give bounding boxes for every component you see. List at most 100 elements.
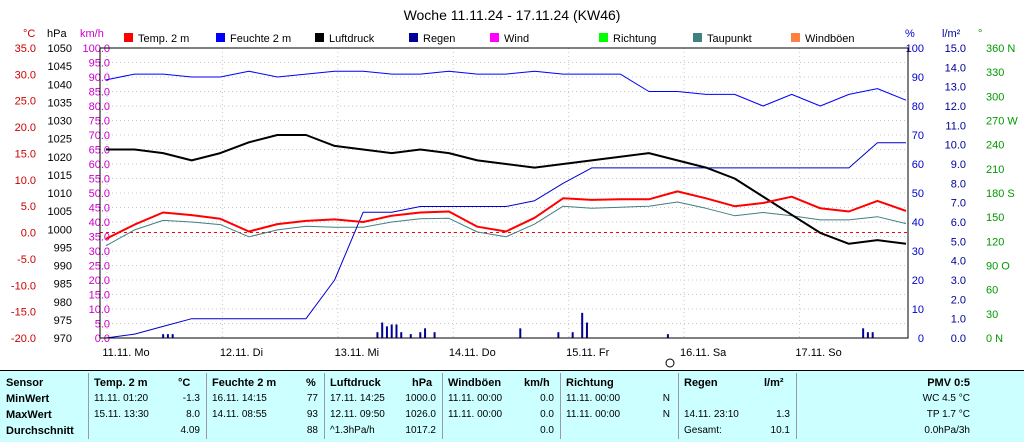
legend-label: Luftdruck <box>329 33 375 45</box>
rain-bar <box>424 328 427 338</box>
divider <box>796 373 797 439</box>
pressure-tick-label: 1035 <box>48 97 72 109</box>
temp-tick-label: 5.0 <box>21 201 36 213</box>
series-line-humidity <box>105 70 907 107</box>
rain-bar <box>162 334 165 338</box>
direction-tick-label: 240 <box>986 140 1004 152</box>
humidity-tick-label: 70 <box>912 130 924 142</box>
rain-bar <box>519 328 522 338</box>
humidity-tick-label: 50 <box>912 188 924 200</box>
direction-tick-label: 30 <box>986 309 998 321</box>
wind-tick-label: 65.0 <box>89 145 110 157</box>
x-axis: 11.11. Mo 12.11. Di 13.11. Mi 14.11. Do 15.1… <box>102 347 841 359</box>
direction-max-value: N <box>662 409 670 420</box>
temp-header: Temp. 2 m <box>94 377 148 389</box>
pressure-tick-label: 1015 <box>48 170 72 182</box>
legend-label: Taupunkt <box>707 33 752 45</box>
x-tick-label: 17.11. So <box>795 347 841 359</box>
pressure-tick-label: 1010 <box>48 188 72 200</box>
divider <box>678 373 679 439</box>
right-axes: 100908070605040302010015.014.013.012.011… <box>906 43 1019 345</box>
series-line-temp <box>105 190 907 240</box>
pressure-tick-label: 995 <box>54 242 72 254</box>
humidity-tick-label: 10 <box>912 304 924 316</box>
temp-tick-label: 10.0 <box>15 175 36 187</box>
legend-label: Temp. 2 m <box>138 33 189 45</box>
gusts-max-time: 11.11. 00:00 <box>448 409 503 420</box>
wind-tick-label: 0.0 <box>95 333 110 345</box>
divider <box>442 373 443 439</box>
series-line-rain <box>105 142 906 339</box>
wind-tick-label: 20.0 <box>89 275 110 287</box>
humidity-tick-label: 90 <box>912 72 924 84</box>
rain-max-time: 14.11. 23:10 <box>684 409 739 420</box>
legend-label: Richtung <box>613 33 656 45</box>
humidity-unit: % <box>306 377 316 389</box>
legend-swatch <box>490 33 499 42</box>
cursor-marker <box>665 358 675 368</box>
rain-tick-label: 15.0 <box>945 43 966 55</box>
rain-tick-label: 6.0 <box>951 217 966 229</box>
left-axes: 35.0 30.0 25.0 20.0 15.0 10.0 5.0 0.0 -5.0 -10.0 -… <box>11 43 110 345</box>
rain-bar <box>395 324 398 338</box>
legend-label: Windböen <box>805 33 855 45</box>
wind-axis-unit: km/h <box>80 28 104 40</box>
humidity-tick-label: 30 <box>912 246 924 258</box>
legend-label: Regen <box>423 33 455 45</box>
temp-tick-label: -10.0 <box>11 280 36 292</box>
pressure-tick-label: 1020 <box>48 152 72 164</box>
direction-max-time: 11.11. 00:00 <box>566 409 621 420</box>
direction-header: Richtung <box>566 377 614 389</box>
direction-tick-label: 300 <box>986 91 1004 103</box>
divider <box>88 373 89 439</box>
temp-avg-value: 4.09 <box>180 425 200 436</box>
pressure-min-time: 17.11. 14:25 <box>330 393 385 404</box>
pressure-min-value: 1000.0 <box>405 393 436 404</box>
humidity-max-value: 93 <box>306 409 318 420</box>
pmv-header: PMV 0:5 <box>927 377 970 389</box>
legend-swatch <box>599 33 608 42</box>
wind-tick-label: 25.0 <box>89 261 110 273</box>
pressure-max-value: 1026.0 <box>405 409 436 420</box>
temp-min-time: 11.11. 01:20 <box>94 393 149 404</box>
temp-max-value: 8.0 <box>186 409 200 420</box>
rain-bar <box>862 328 865 338</box>
direction-min-time: 11.11. 00:00 <box>566 393 621 404</box>
direction-tick-label: 120 <box>986 236 1004 248</box>
sensor-header: Sensor <box>6 377 44 389</box>
pressure-tick-label: 990 <box>54 261 72 273</box>
direction-tick-label: 210 <box>986 164 1004 176</box>
temp-max-time: 15.11. 13:30 <box>94 409 149 420</box>
rain-bar <box>433 332 436 338</box>
rain-tick-label: 9.0 <box>951 159 966 171</box>
pressure-header: Luftdruck <box>330 377 381 389</box>
series-line-pressure <box>106 134 907 245</box>
temp-tick-label: 20.0 <box>15 122 36 134</box>
wind-tick-label: 100.0 <box>82 43 110 55</box>
humidity-avg-value: 88 <box>306 425 318 436</box>
pressure-tick-label: 985 <box>54 279 72 291</box>
rain-bar <box>409 334 412 338</box>
temp-unit: °C <box>178 377 191 389</box>
rain-bar <box>557 332 560 338</box>
pmv-pressure-trend: 0.0hPa/3h <box>924 425 970 436</box>
direction-tick-label: 180 S <box>986 188 1015 200</box>
wind-tick-label: 35.0 <box>89 232 110 244</box>
row-label-min: MinWert <box>6 393 50 405</box>
wind-tick-label: 80.0 <box>89 101 110 113</box>
direction-tick-label: 60 <box>986 285 998 297</box>
series-line-temp <box>105 201 907 247</box>
wind-tick-label: 70.0 <box>89 130 110 142</box>
rain-max-value: 1.3 <box>776 409 790 420</box>
chart-title: Woche 11.11.24 - 17.11.24 (KW46) <box>404 7 621 23</box>
legend-swatch <box>216 33 225 42</box>
legend-swatch <box>791 33 800 42</box>
rain-tick-label: 3.0 <box>951 275 966 287</box>
direction-tick-label: 150 <box>986 212 1004 224</box>
grid <box>100 48 908 338</box>
legend: Temp. 2 m Feuchte 2 m Luftdruck Regen Wind Ri… <box>124 33 855 45</box>
divider <box>206 373 207 439</box>
axis-headers: °C hPa km/h% l/m² ° <box>23 28 982 40</box>
rain-tick-label: 12.0 <box>945 101 966 113</box>
humidity-header: Feuchte 2 m <box>212 377 277 389</box>
